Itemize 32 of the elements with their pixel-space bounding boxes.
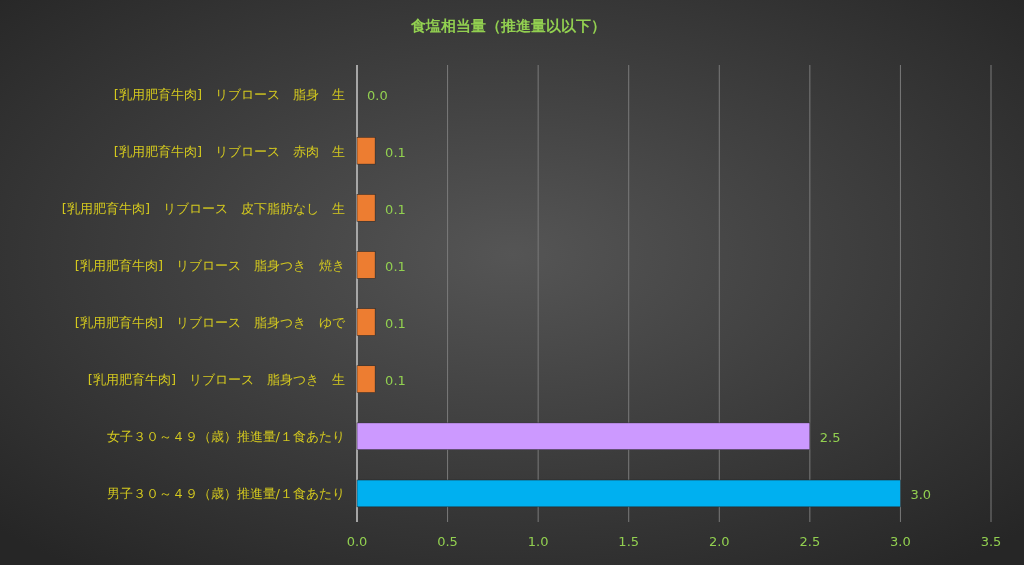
data-label: 3.0 xyxy=(910,487,932,503)
x-tick-label: 2.0 xyxy=(708,534,730,549)
data-label: 0.1 xyxy=(385,258,406,274)
chart-title: 食塩相当量（推進量以以下） xyxy=(409,17,606,35)
x-tick-label: 3.0 xyxy=(890,534,911,549)
x-tick-label: 0.0 xyxy=(346,534,368,549)
bar xyxy=(356,308,376,336)
y-tick-label: [乳用肥育牛肉] リブロース 脂身つき 焼き xyxy=(74,257,345,273)
bar xyxy=(356,422,811,450)
data-label: 0.1 xyxy=(385,373,406,389)
data-label: 0.1 xyxy=(385,316,406,332)
x-tick-label: 0.5 xyxy=(437,534,458,549)
y-tick-label: [乳用肥育牛肉] リブロース 脂身つき 生 xyxy=(87,372,345,388)
x-tick-label: 3.5 xyxy=(980,534,1002,549)
bar xyxy=(356,251,376,279)
y-tick-label: 男子３０～４９（歳）推進量/１食あたり xyxy=(106,486,345,502)
x-tick-label: 2.5 xyxy=(799,534,821,549)
y-tick-label: [乳用肥育牛肉] リブロース 皮下脂肪なし 生 xyxy=(61,200,345,216)
y-tick-label: [乳用肥育牛肉] リブロース 脂身 生 xyxy=(113,86,345,102)
data-label: 0.0 xyxy=(367,87,388,103)
data-label: 0.1 xyxy=(385,201,406,217)
data-label: 0.1 xyxy=(385,144,406,160)
data-label: 2.5 xyxy=(819,430,841,446)
bar xyxy=(356,194,376,222)
x-tick-label: 1.0 xyxy=(527,534,549,549)
bar xyxy=(356,137,376,165)
y-tick-label: 女子３０～４９（歳）推進量/１食あたり xyxy=(106,429,345,445)
bar xyxy=(356,479,901,508)
x-tick-label: 1.5 xyxy=(618,534,640,549)
y-tick-label: [乳用肥育牛肉] リブロース 脂身つき ゆで xyxy=(74,315,346,331)
y-tick-label: [乳用肥育牛肉] リブロース 赤肉 生 xyxy=(113,143,345,159)
bar xyxy=(356,365,376,393)
